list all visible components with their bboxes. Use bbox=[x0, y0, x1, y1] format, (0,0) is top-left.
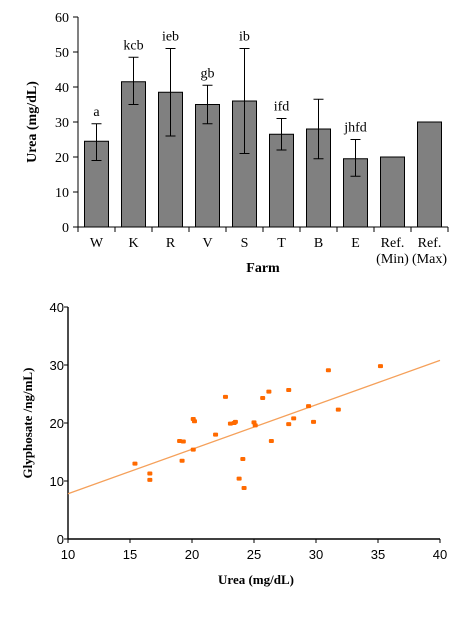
category-label: S bbox=[241, 236, 249, 251]
x-tick-label: 25 bbox=[247, 547, 261, 562]
x-tick-label: 35 bbox=[371, 547, 385, 562]
category-label: Ref. bbox=[381, 236, 405, 251]
x-tick-label: 30 bbox=[309, 547, 323, 562]
significance-label: gb bbox=[201, 66, 215, 81]
y-tick-label: 20 bbox=[55, 151, 69, 166]
category-label: Ref. bbox=[418, 236, 442, 251]
category-label: B bbox=[314, 236, 323, 251]
data-point bbox=[286, 387, 292, 392]
data-point bbox=[213, 432, 219, 437]
bar bbox=[380, 156, 405, 228]
data-point bbox=[306, 404, 312, 409]
significance-label: kcb bbox=[123, 38, 143, 53]
data-point bbox=[268, 438, 274, 443]
y-tick-label: 10 bbox=[50, 474, 64, 489]
data-point bbox=[179, 458, 185, 463]
data-point bbox=[190, 416, 196, 421]
data-point bbox=[252, 423, 258, 428]
y-tick-label: 10 bbox=[55, 186, 69, 201]
data-point bbox=[236, 476, 242, 481]
data-point bbox=[266, 389, 272, 394]
data-point bbox=[325, 368, 331, 373]
data-point bbox=[241, 485, 247, 490]
y-tick-label: 50 bbox=[55, 46, 69, 61]
data-point bbox=[132, 461, 138, 466]
bar bbox=[195, 104, 220, 228]
category-label: E bbox=[351, 236, 360, 251]
data-point bbox=[232, 419, 238, 424]
bar bbox=[343, 158, 368, 228]
data-point bbox=[190, 447, 196, 452]
data-point bbox=[222, 394, 228, 399]
category-label: W bbox=[90, 236, 104, 251]
data-point bbox=[260, 396, 266, 401]
y-tick-label: 40 bbox=[50, 300, 64, 315]
x-axis-title: Farm bbox=[246, 261, 280, 276]
y-tick-label: 30 bbox=[50, 358, 64, 373]
data-point bbox=[335, 407, 341, 412]
category-label: R bbox=[166, 236, 176, 251]
data-point bbox=[147, 471, 153, 476]
y-tick-label: 40 bbox=[55, 81, 69, 96]
category-label: T bbox=[277, 236, 286, 251]
data-point bbox=[240, 456, 246, 461]
significance-label: ib bbox=[239, 30, 250, 45]
category-label: V bbox=[202, 236, 212, 251]
x-tick-label: 10 bbox=[61, 547, 75, 562]
data-point bbox=[147, 477, 153, 482]
x-tick-label: 15 bbox=[123, 547, 137, 562]
y-tick-label: 60 bbox=[55, 11, 69, 26]
y-tick-label: 0 bbox=[62, 221, 69, 236]
category-label: (Min) bbox=[376, 252, 409, 267]
data-point bbox=[377, 364, 383, 369]
x-tick-label: 20 bbox=[185, 547, 199, 562]
bar bbox=[417, 121, 442, 228]
significance-label: a bbox=[93, 105, 100, 120]
data-point bbox=[311, 419, 317, 424]
significance-label: ifd bbox=[274, 100, 290, 115]
category-label: (Max) bbox=[412, 252, 447, 267]
category-label: K bbox=[128, 236, 138, 251]
y-axis-title: Glyphosate /ng/mL) bbox=[20, 368, 35, 479]
x-tick-label: 40 bbox=[433, 547, 447, 562]
y-tick-label: 0 bbox=[57, 532, 64, 547]
data-point bbox=[180, 439, 186, 444]
y-axis-title: Urea (mg/dL) bbox=[25, 81, 40, 163]
data-point bbox=[286, 422, 292, 427]
bar bbox=[158, 91, 183, 228]
significance-label: jhfd bbox=[343, 121, 367, 136]
significance-label: ieb bbox=[162, 30, 179, 45]
bar bbox=[121, 81, 146, 228]
x-axis-title: Urea (mg/dL) bbox=[218, 572, 294, 587]
y-tick-label: 30 bbox=[55, 116, 69, 131]
data-point bbox=[291, 416, 297, 421]
y-tick-label: 20 bbox=[50, 416, 64, 431]
